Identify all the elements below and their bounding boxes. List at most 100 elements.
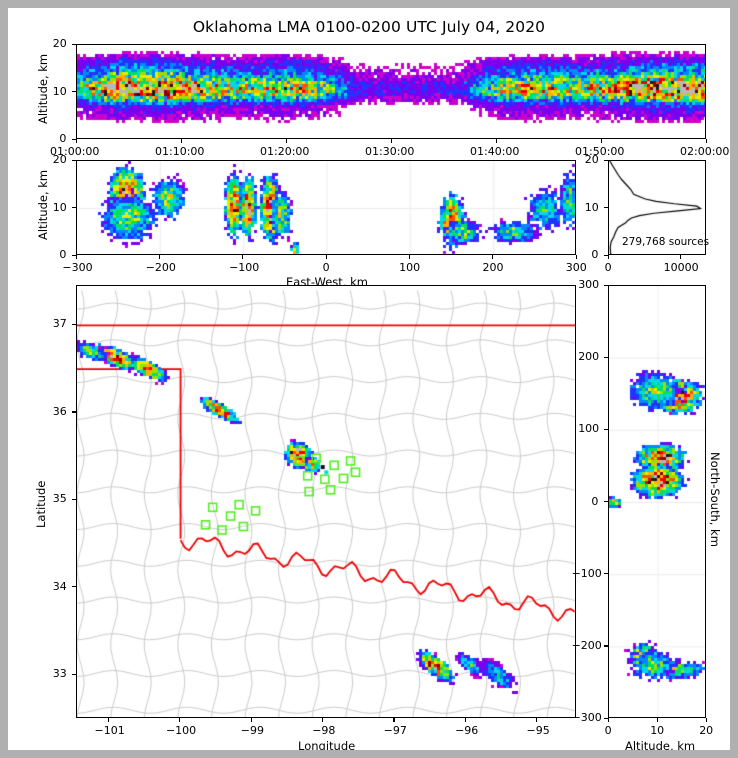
axis-tick-label: −95 <box>526 724 550 737</box>
map-ylabel: Latitude <box>34 480 48 528</box>
axis-tick-label: −300 <box>62 261 93 274</box>
axis-tick-label: 20 <box>584 153 599 166</box>
axis-tick-label: 20 <box>52 37 67 50</box>
axis-tick <box>321 718 324 722</box>
axis-tick-label: 0 <box>604 261 612 274</box>
axis-tick <box>72 207 76 209</box>
axis-tick <box>72 159 76 161</box>
axis-tick-label: 0 <box>591 494 599 508</box>
axis-tick-label: −200 <box>571 638 602 652</box>
axis-tick-label: 0 <box>604 724 612 737</box>
axis-tick <box>604 573 608 575</box>
east-west-height-ylabel: Altitude, km <box>36 169 50 240</box>
axis-tick <box>607 255 609 259</box>
axis-tick <box>285 139 287 143</box>
axis-tick <box>72 323 76 326</box>
axis-tick <box>180 139 182 143</box>
axis-tick-label: 0 <box>591 248 599 261</box>
axis-tick-label: 34 <box>52 579 67 593</box>
axis-tick <box>72 138 76 140</box>
axis-tick <box>607 718 609 722</box>
axis-tick-label: 100 <box>399 261 421 274</box>
north-south-ylabel: North-South, km <box>708 451 722 547</box>
axis-tick <box>705 718 707 722</box>
axis-tick-label: −300 <box>571 711 602 724</box>
axis-tick-label: 20 <box>52 153 67 166</box>
axis-tick <box>604 254 608 256</box>
axis-tick <box>575 255 577 259</box>
axis-tick <box>600 139 602 143</box>
axis-tick-label: 0 <box>59 132 67 145</box>
page-title: Oklahoma LMA 0100-0200 UTC July 04, 2020 <box>192 18 546 36</box>
axis-tick-label: 33 <box>52 667 67 681</box>
axis-tick-label: 01:30:00 <box>365 145 415 158</box>
axis-tick-label: 10000 <box>663 261 699 274</box>
axis-tick-label: 37 <box>52 317 67 331</box>
axis-tick-label: 01:50:00 <box>575 145 625 158</box>
axis-tick-label: 10 <box>584 200 599 214</box>
axis-tick-label: 01:10:00 <box>155 145 205 158</box>
axis-tick-label: 02:00:00 <box>680 145 730 158</box>
axis-tick-label: 35 <box>52 492 67 506</box>
altitude-histogram-panel <box>608 160 706 255</box>
east-west-height-panel <box>76 160 576 255</box>
axis-tick-label: 10 <box>52 200 67 214</box>
axis-tick <box>408 255 411 259</box>
axis-tick-label: 300 <box>565 261 587 274</box>
source-count-label: 279,768 sources <box>622 236 710 248</box>
axis-tick-label: 0 <box>59 248 67 261</box>
axis-tick <box>250 718 252 722</box>
axis-tick <box>604 428 608 431</box>
axis-tick <box>179 718 181 722</box>
axis-tick <box>464 718 466 722</box>
axis-tick <box>72 43 76 45</box>
axis-tick <box>242 255 244 259</box>
axis-tick <box>75 255 77 259</box>
lma-figure: Oklahoma LMA 0100-0200 UTC July 04, 2020… <box>8 8 730 750</box>
axis-tick-label: 01:40:00 <box>470 145 520 158</box>
axis-tick-label: 01:00:00 <box>50 145 100 158</box>
axis-tick <box>536 718 538 722</box>
axis-tick-label: 100 <box>578 422 600 436</box>
axis-tick <box>604 501 608 503</box>
axis-tick <box>72 254 76 256</box>
axis-tick <box>604 356 608 358</box>
plan-view-map-panel <box>76 285 576 718</box>
axis-tick-label: −98 <box>312 724 336 737</box>
axis-tick-label: 20 <box>699 724 714 737</box>
axis-tick-label: 300 <box>578 278 600 291</box>
axis-tick <box>495 139 497 143</box>
axis-tick <box>393 718 395 722</box>
axis-tick-label: −200 <box>145 261 176 274</box>
axis-tick <box>604 284 608 286</box>
time-height-panel <box>76 44 706 139</box>
axis-tick <box>656 718 658 722</box>
axis-tick <box>72 498 76 500</box>
north-south-height-panel <box>608 285 706 718</box>
axis-tick <box>107 718 109 722</box>
axis-tick-label: −99 <box>240 724 265 737</box>
axis-tick <box>325 255 327 259</box>
axis-tick-label: −101 <box>94 724 125 737</box>
axis-tick <box>680 255 682 259</box>
axis-tick-label: −96 <box>455 724 479 737</box>
axis-tick <box>72 91 76 93</box>
axis-tick-label: −100 <box>229 261 260 274</box>
axis-tick-label: −97 <box>383 724 407 737</box>
axis-tick-label: −100 <box>165 724 197 737</box>
axis-tick <box>72 673 76 675</box>
axis-tick <box>492 255 494 259</box>
axis-tick <box>72 411 76 413</box>
axis-tick-label: 0 <box>322 261 330 274</box>
axis-tick <box>705 139 707 143</box>
axis-tick-label: 01:20:00 <box>260 145 310 158</box>
axis-tick-label: 10 <box>650 724 665 737</box>
axis-tick <box>604 207 608 209</box>
axis-tick <box>75 139 77 143</box>
axis-tick <box>158 255 161 259</box>
map-xlabel: Longitude <box>298 739 356 750</box>
axis-tick-label: −100 <box>571 566 602 580</box>
axis-tick-label: 200 <box>482 261 504 274</box>
axis-tick <box>72 586 76 588</box>
time-height-ylabel: Altitude, km <box>36 53 50 124</box>
